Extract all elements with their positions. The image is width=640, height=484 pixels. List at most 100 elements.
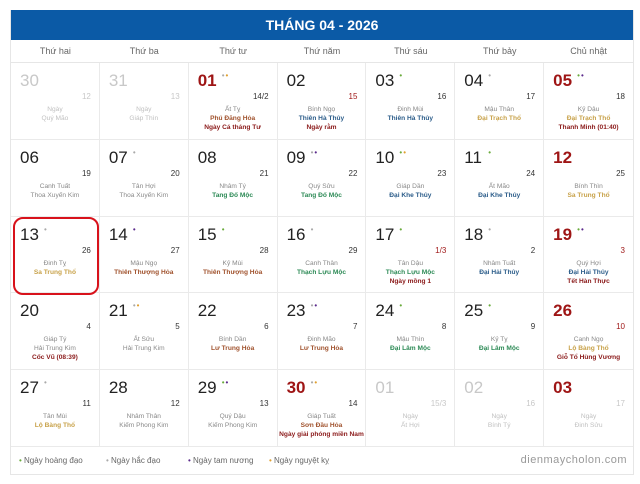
day-number: 19 — [553, 224, 573, 244]
legend-label: Ngày hắc đạo — [111, 455, 161, 465]
day-info: Ngày Đinh Sửu — [544, 412, 633, 430]
can-chi: Mậu Thân — [484, 106, 514, 113]
day-cell[interactable]: 01 15/3 Ngày Ất Hợi — [366, 370, 456, 447]
day-type-dots: •• — [577, 225, 585, 234]
day-cell[interactable]: 31 13 Ngày Giáp Thìn — [99, 63, 189, 140]
day-number: 16 — [286, 224, 306, 244]
day-info: Ất Sửu Hải Trung Kim — [100, 335, 188, 353]
day-cell[interactable]: 08 21 Nhâm Tý Tang Đố Mộc — [188, 139, 278, 217]
day-type-dot-icon: • — [136, 301, 141, 311]
day-type-dots: •• — [577, 71, 585, 80]
day-cell[interactable]: 14 • 27 Mậu Ngọ Thiên Thượng Hỏa — [99, 216, 189, 294]
can-chi: Quý Sửu — [308, 182, 335, 190]
day-info: Giáp Tuất Sơn Đầu Hỏa Ngày giải phóng miền… — [278, 412, 366, 439]
element-name: Đại Lâm Mộc — [390, 345, 431, 353]
can-chi: Nhâm Tuất — [483, 259, 516, 267]
element-name: Hải Trung Kim — [122, 345, 165, 353]
day-type-dot-icon: • — [314, 301, 319, 311]
day-cell[interactable]: 19 •• 3 Quý Hợi Đại Hải Thủy Tết Hàn Thực — [544, 217, 633, 294]
day-cell[interactable]: 21 •• 5 Ất Sửu Hải Trung Kim — [99, 293, 189, 371]
can-chi: Tân Dậu — [397, 259, 423, 267]
day-info: Đinh Tỵ Sa Trung Thổ — [11, 259, 99, 277]
day-cell[interactable]: 30 12 Ngày Quý Mão — [11, 63, 100, 140]
day-cell[interactable]: 01 •• 14/2 Ất Tỵ Phú Đăng Hỏa Ngày Cá tháng T… — [188, 63, 278, 140]
day-cell[interactable]: 20 4 Giáp Tý Hải Trung Kim Cốc Vũ (08:39) — [11, 293, 100, 371]
day-number: 07 — [108, 147, 128, 167]
day-cell[interactable]: 09 •• 22 Quý Sửu Tang Đố Mộc — [277, 139, 367, 217]
can-chi: Kỷ Tỵ — [490, 336, 508, 344]
day-type-dots: • — [399, 301, 403, 310]
event-label: Ngày Cá tháng Tư — [204, 124, 262, 131]
can-chi: Ất Sửu — [133, 336, 155, 344]
day-cell[interactable]: 27 • 11 Tân Mùi Lộ Bàng Thổ — [11, 370, 100, 447]
day-cell[interactable]: 26 10 Canh Ngọ Lộ Bàng Thổ Giỗ Tổ Hùng Vương — [544, 293, 633, 371]
element-name: Thạch Lựu Mộc — [296, 268, 347, 276]
day-number: 22 — [197, 301, 217, 321]
day-cell[interactable]: 15 • 28 Kỷ Mùi Thiên Thượng Hỏa — [188, 216, 278, 294]
lunar-date: 17 — [526, 92, 536, 101]
lunar-date: 12 — [170, 399, 180, 409]
day-cell[interactable]: 24 • 8 Mậu Thìn Đại Lâm Mộc — [366, 293, 456, 371]
day-number: 13 — [20, 224, 39, 244]
month-title: THÁNG 04 - 2026 — [11, 10, 633, 40]
lunar-date: 16 — [526, 399, 536, 409]
can-chi: Canh Thân — [305, 259, 338, 267]
day-info: Nhâm Thân Kiếm Phong Kim — [100, 412, 188, 430]
day-cell[interactable]: 17 • 1/3 Tân Dậu Thạch Lựu Mộc Ngày mồng 1 — [366, 216, 456, 294]
element-name: Lư Trung Hỏa — [211, 345, 255, 353]
weekday-label: Thứ sáu — [394, 46, 428, 56]
day-type-dots: • — [488, 301, 492, 310]
day-info: Bính Thìn Sa Trung Thổ — [544, 182, 633, 200]
day-type-dot-icon: • — [577, 71, 581, 80]
day-type-dot-icon: • — [221, 378, 226, 388]
day-cell[interactable]: 06 19 Canh Tuất Thoa Xuyến Kim — [11, 139, 100, 217]
element-name: Lộ Bàng Thổ — [34, 422, 76, 430]
element-name: Thạch Lựu Mộc — [385, 268, 435, 276]
day-cell[interactable]: 05 •• 18 Kỷ Dậu Đại Trạch Thổ Thanh Minh (01:… — [544, 63, 633, 140]
day-cell[interactable]: 02 15 Bính Ngọ Thiên Hà Thủy Ngày rằm — [277, 63, 367, 140]
lunar-date: 22 — [348, 168, 358, 178]
event-label: Ngày giải phóng miền Nam — [279, 431, 364, 439]
day-type-dot-icon: • — [488, 147, 493, 157]
element-name: Đại Khe Thủy — [389, 191, 432, 199]
day-cell[interactable]: 04 • 17 Mậu Thân Đại Trạch Thổ — [455, 63, 545, 140]
day-info: Canh Ngọ Lộ Bàng Thổ Giỗ Tổ Hùng Vương — [544, 335, 633, 362]
day-cell[interactable]: 13 • 26 Đinh Tỵ Sa Trung Thổ — [11, 216, 100, 295]
day-number: 03 — [375, 71, 395, 90]
element-name: Kiếm Phong Kim — [208, 422, 258, 430]
lunar-date: 18 — [616, 92, 625, 101]
day-cell[interactable]: 28 12 Nhâm Thân Kiếm Phong Kim — [99, 370, 189, 447]
day-cell[interactable]: 02 16 Ngày Bính Tý — [455, 370, 545, 447]
day-cell[interactable]: 10 •• 23 Giáp Dần Đại Khe Thủy — [366, 139, 456, 217]
can-chi: Tân Hợi — [131, 182, 156, 190]
day-cell[interactable]: 03 • 16 Đinh Mùi Thiên Hà Thủy — [366, 63, 456, 140]
day-cell[interactable]: 29 •• 13 Quý Dậu Kiếm Phong Kim — [188, 370, 278, 447]
day-cell[interactable]: 30 •• 14 Giáp Tuất Sơn Đầu Hỏa Ngày giải phón… — [277, 370, 367, 447]
day-type-dot-icon: • — [314, 378, 319, 388]
can-chi: Bính Ngọ — [307, 106, 336, 113]
day-cell[interactable]: 03 17 Ngày Đinh Sửu — [544, 370, 633, 447]
element-name: Tang Đố Mộc — [301, 191, 342, 199]
lunar-date: 24 — [526, 168, 536, 178]
day-cell[interactable]: 11 • 24 Ất Mão Đại Khe Thủy — [455, 139, 545, 217]
day-type-dot-icon: • — [310, 224, 315, 234]
day-number: 01 — [375, 378, 395, 398]
element-name: Đại Hải Thủy — [479, 268, 520, 276]
element-name: Tang Đố Mộc — [212, 191, 254, 199]
day-number: 21 — [108, 301, 128, 321]
day-cell[interactable]: 22 6 Bính Dần Lư Trung Hỏa — [188, 293, 278, 371]
day-cell[interactable]: 12 25 Bính Thìn Sa Trung Thổ — [544, 140, 633, 217]
calendar-grid: 30 12 Ngày Quý Mão 31 13 Ngày Giáp Thìn 01 •• 14/2… — [11, 63, 633, 447]
legend-dot-icon: • — [188, 455, 194, 465]
day-cell[interactable]: 23 •• 7 Đinh Mão Lư Trung Hỏa — [277, 293, 367, 371]
day-number: 31 — [108, 71, 128, 90]
day-cell[interactable]: 25 • 9 Kỷ Tỵ Đại Lâm Mộc — [455, 293, 545, 371]
day-type-dot-icon: • — [132, 147, 137, 157]
day-type-dot-icon: • — [314, 147, 319, 157]
day-cell[interactable]: 18 • 2 Nhâm Tuất Đại Hải Thủy — [455, 216, 545, 294]
day-cell[interactable]: 07 • 20 Tân Hợi Thoa Xuyến Kim — [99, 139, 189, 217]
lunar-date: 14/2 — [252, 92, 269, 101]
can-chi: Canh Ngọ — [573, 336, 604, 344]
day-cell[interactable]: 16 • 29 Canh Thân Thạch Lựu Mộc — [277, 216, 367, 294]
day-type-dot-icon: • — [488, 71, 493, 80]
